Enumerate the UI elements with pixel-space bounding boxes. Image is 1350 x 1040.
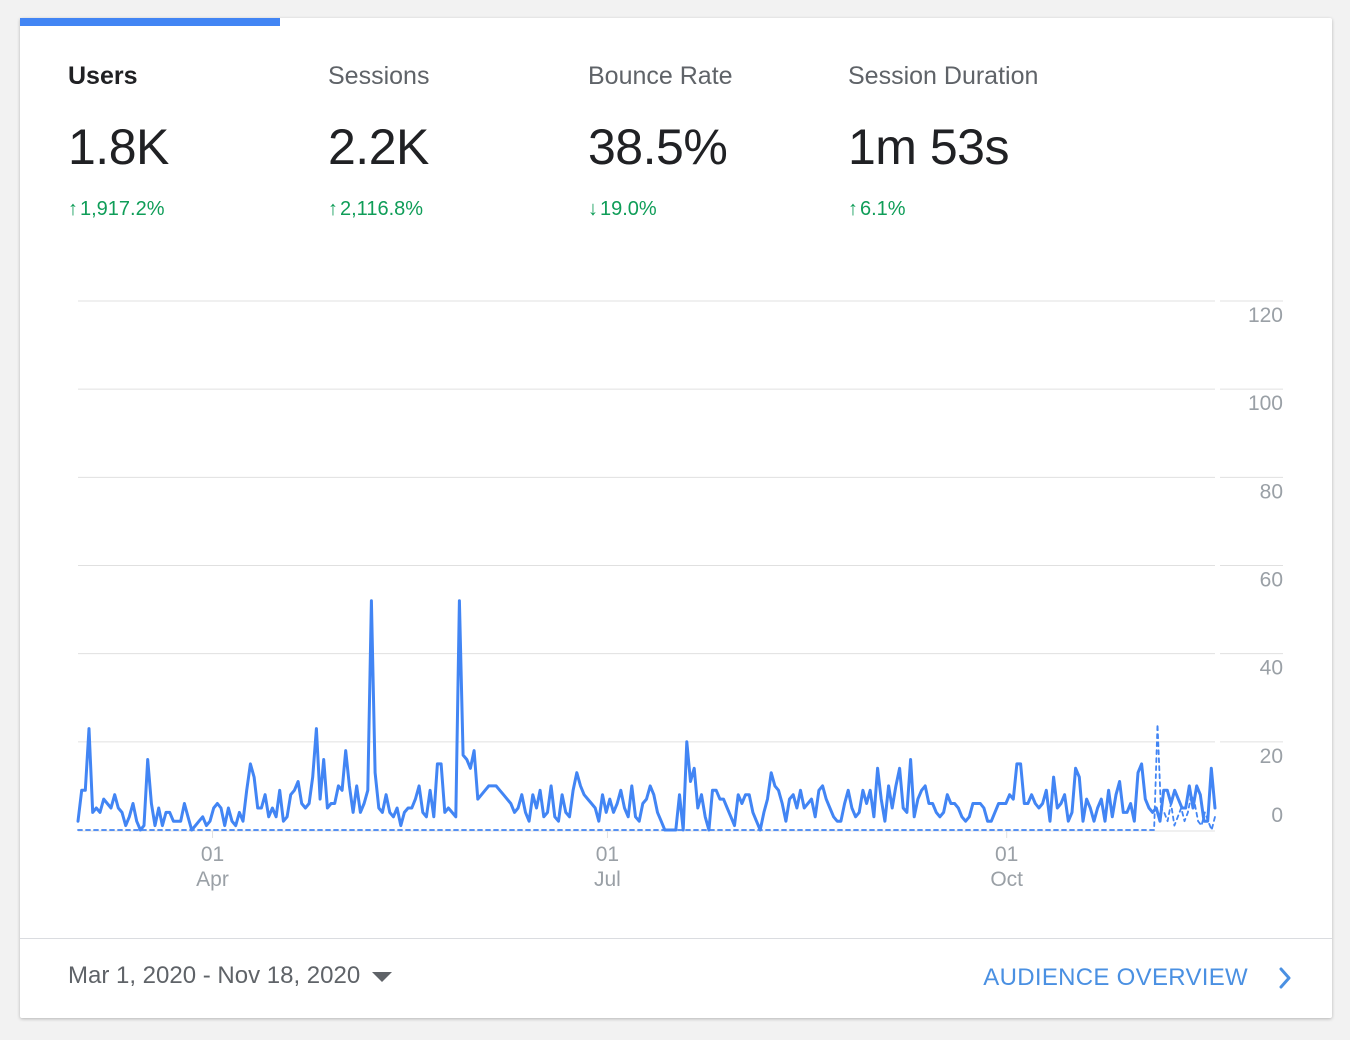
- audience-overview-link[interactable]: AUDIENCE OVERVIEW: [983, 964, 1292, 992]
- metric-label: Sessions: [328, 62, 430, 90]
- arrow-up-icon: ↑: [328, 198, 338, 220]
- metric-change: ↑ 1,917.2%: [68, 198, 165, 221]
- chevron-right-icon: [1279, 967, 1291, 989]
- y-tick-label: 100: [1248, 392, 1283, 415]
- tab-bounce-rate[interactable]: Bounce Rate 38.5% ↓ 19.0%: [588, 58, 828, 228]
- comparison-series-line: [77, 723, 1216, 831]
- x-tick-month-label: Jul: [594, 868, 621, 891]
- metric-label: Bounce Rate: [588, 62, 733, 90]
- active-tab-indicator: [20, 18, 280, 26]
- tab-users[interactable]: Users 1.8K ↑ 1,917.2%: [68, 58, 308, 228]
- y-tick-label: 40: [1260, 657, 1283, 680]
- y-tick-label: 60: [1260, 569, 1283, 592]
- metric-value: 38.5%: [588, 119, 728, 175]
- audience-overview-label: AUDIENCE OVERVIEW: [983, 964, 1248, 991]
- y-tick-label: 0: [1271, 804, 1283, 827]
- metric-label: Users: [68, 62, 138, 90]
- y-tick-label: 80: [1260, 480, 1283, 503]
- metric-value: 1.8K: [68, 119, 169, 175]
- metric-change-value: 1,917.2%: [80, 198, 165, 220]
- audience-overview-card: Users 1.8K ↑ 1,917.2% Sessions 2.2K ↑ 2,11…: [20, 18, 1332, 1018]
- x-tick-day-label: 01: [995, 843, 1018, 866]
- metric-label: Session Duration: [848, 62, 1039, 90]
- metric-change: ↑ 2,116.8%: [328, 198, 423, 221]
- caret-down-icon: [372, 972, 393, 982]
- tab-sessions[interactable]: Sessions 2.2K ↑ 2,116.8%: [328, 58, 568, 228]
- x-tick-month-label: Oct: [990, 868, 1023, 891]
- y-tick-label: 120: [1248, 304, 1283, 327]
- metric-change: ↑ 6.1%: [848, 198, 906, 221]
- arrow-down-icon: ↓: [588, 198, 598, 220]
- footer-divider: [20, 938, 1332, 939]
- metric-value: 1m 53s: [848, 119, 1009, 175]
- date-range-label: Mar 1, 2020 - Nov 18, 2020: [68, 962, 361, 989]
- x-tick-month-label: Apr: [196, 868, 229, 891]
- y-tick-label: 20: [1260, 745, 1283, 768]
- x-tick-day-label: 01: [201, 843, 224, 866]
- x-tick-day-label: 01: [596, 843, 619, 866]
- arrow-up-icon: ↑: [68, 198, 78, 220]
- date-range-picker[interactable]: Mar 1, 2020 - Nov 18, 2020: [68, 962, 393, 990]
- users-series-line: [76, 599, 1217, 832]
- metric-change-value: 2,116.8%: [340, 198, 424, 220]
- metric-change-value: 19.0%: [600, 198, 657, 220]
- metric-change: ↓ 19.0%: [588, 198, 657, 221]
- metric-value: 2.2K: [328, 119, 429, 175]
- metric-change-value: 6.1%: [860, 198, 906, 220]
- tab-session-duration[interactable]: Session Duration 1m 53s ↑ 6.1%: [848, 58, 1088, 228]
- arrow-up-icon: ↑: [848, 198, 858, 220]
